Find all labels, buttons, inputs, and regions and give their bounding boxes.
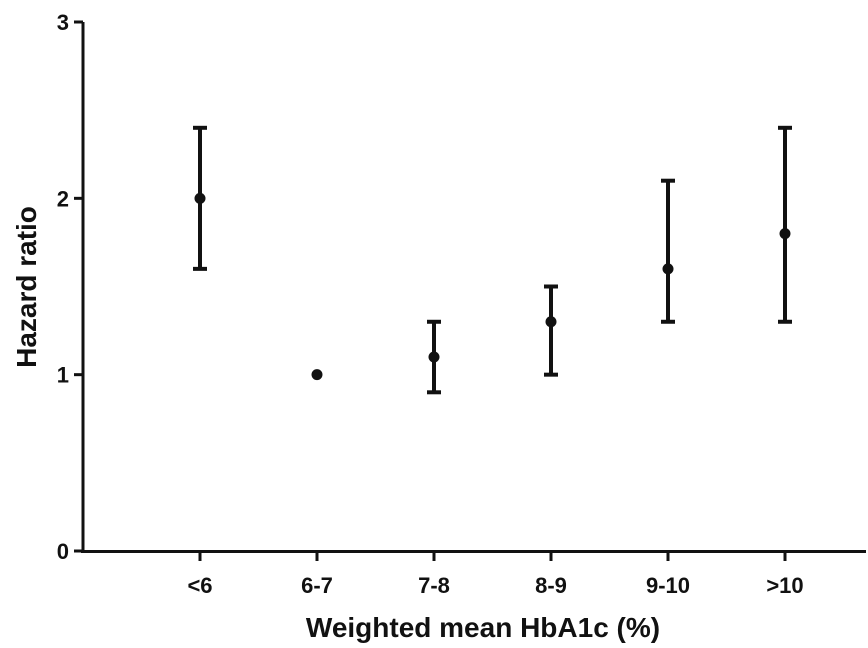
data-point-group (661, 178, 675, 324)
data-point-group (544, 284, 558, 377)
data-marks (193, 125, 792, 395)
data-point (428, 351, 440, 363)
y-tick-label: 1 (57, 363, 69, 388)
data-point (662, 263, 674, 275)
x-tick-label: 7-8 (418, 573, 450, 598)
data-point-group (311, 369, 323, 381)
data-point (545, 316, 557, 328)
y-tick-label: 3 (57, 10, 69, 35)
x-tick-label: 9-10 (646, 573, 690, 598)
y-tick-label: 2 (57, 186, 69, 211)
data-point-group (427, 319, 441, 395)
y-tick-label: 0 (57, 539, 69, 564)
data-point (311, 369, 323, 381)
y-axis-title: Hazard ratio (11, 206, 42, 368)
x-tick-label: 6-7 (301, 573, 333, 598)
x-tick-label: >10 (766, 573, 803, 598)
data-point-group (778, 125, 792, 324)
x-axis-title: Weighted mean HbA1c (%) (306, 612, 660, 643)
data-point (779, 228, 791, 240)
y-axis: 0 1 2 3 (57, 10, 85, 564)
x-tick-label: 8-9 (535, 573, 567, 598)
data-point (194, 192, 206, 204)
x-axis: <6 6-7 7-8 8-9 9-10 >10 (81, 550, 866, 598)
x-tick-label: <6 (187, 573, 212, 598)
data-point-group (193, 125, 207, 271)
